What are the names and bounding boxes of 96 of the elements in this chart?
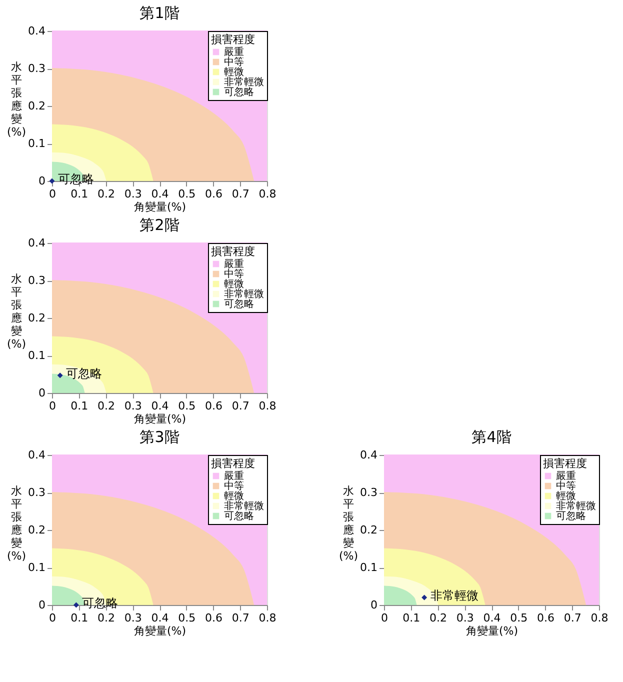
- y-tick-label: 0: [38, 598, 46, 612]
- legend-label: 輕微: [224, 491, 244, 502]
- x-tick-label: 0.1: [70, 612, 88, 624]
- y-tick-label: 0.2: [360, 524, 378, 536]
- x-tick-label: 0.7: [232, 188, 250, 200]
- x-tick-label: 0.3: [124, 188, 142, 200]
- chart-title: 第4階: [472, 428, 512, 446]
- y-tick-label: 0.3: [28, 62, 46, 75]
- legend-label: 嚴重: [224, 470, 244, 482]
- legend-label: 非常輕微: [224, 76, 264, 88]
- legend-label: 中等: [556, 480, 576, 492]
- x-tick-label: 0.4: [151, 400, 169, 412]
- x-tick-label: 0.2: [98, 612, 115, 624]
- legend-title: 損害程度: [211, 33, 255, 46]
- y-tick-label: 0.3: [28, 274, 46, 287]
- legend-label: 輕微: [556, 491, 576, 502]
- x-tick-label: 0.2: [98, 188, 115, 200]
- y-axis-title: 水平張應變(%): [338, 484, 358, 562]
- x-tick-label: 0.7: [564, 612, 582, 624]
- x-axis-title: 角變量(%): [466, 624, 518, 638]
- y-axis-title: 水平張應變(%): [6, 484, 26, 562]
- y-axis-title: 水平張應變(%): [6, 60, 26, 138]
- y-tick-label: 0: [38, 174, 46, 188]
- y-tick-label: 0.4: [28, 236, 46, 250]
- y-tick-label: 0.1: [28, 349, 46, 362]
- y-tick-label: 0.2: [28, 524, 46, 536]
- annotation: 非常輕微: [430, 588, 478, 602]
- legend-label: 輕微: [224, 67, 244, 78]
- x-tick-label: 0.1: [70, 188, 88, 200]
- x-tick-label: 0.8: [258, 400, 276, 412]
- x-tick-label: 0.5: [178, 612, 196, 624]
- x-tick-label: 0: [49, 612, 56, 624]
- x-tick-label: 0.5: [178, 400, 196, 412]
- y-tick-label: 0.4: [28, 24, 46, 38]
- x-axis-title: 角變量(%): [134, 624, 186, 638]
- legend-label: 非常輕微: [224, 500, 264, 512]
- x-tick-label: 0.7: [232, 612, 250, 624]
- x-tick-label: 0.6: [537, 612, 554, 624]
- x-tick-label: 0: [381, 612, 388, 624]
- annotation: 可忽略: [82, 596, 118, 610]
- x-axis-title: 角變量(%): [134, 200, 186, 214]
- legend-title: 損害程度: [211, 245, 255, 258]
- y-tick-label: 0.4: [28, 448, 46, 462]
- chart-title: 第2階: [140, 216, 180, 234]
- x-tick-label: 0.4: [151, 612, 169, 624]
- y-tick-label: 0: [370, 598, 378, 612]
- x-tick-label: 0.7: [232, 400, 250, 412]
- x-tick-label: 0.2: [98, 400, 115, 412]
- legend-label: 可忽略: [224, 510, 254, 522]
- x-tick-label: 0.3: [456, 612, 474, 624]
- x-tick-label: 0.4: [151, 188, 169, 200]
- x-tick-label: 0.8: [258, 612, 276, 624]
- legend-label: 可忽略: [556, 510, 586, 522]
- legend-label: 可忽略: [224, 298, 254, 310]
- y-tick-label: 0.2: [28, 312, 46, 324]
- x-tick-label: 0: [49, 400, 56, 412]
- x-tick-label: 0.2: [430, 612, 447, 624]
- legend-title: 損害程度: [211, 457, 255, 470]
- x-tick-label: 0.1: [402, 612, 420, 624]
- y-axis-title: 水平張應變(%): [6, 272, 26, 350]
- y-tick-label: 0.3: [28, 486, 46, 499]
- chart-title: 第1階: [140, 4, 180, 22]
- y-tick-label: 0.3: [360, 486, 378, 499]
- annotation: 可忽略: [66, 366, 102, 380]
- x-tick-label: 0.6: [205, 612, 222, 624]
- legend-label: 嚴重: [224, 258, 244, 270]
- chart-title: 第3階: [140, 428, 180, 446]
- x-tick-label: 0.5: [178, 188, 196, 200]
- legend-title: 損害程度: [543, 457, 587, 470]
- x-tick-label: 0.4: [483, 612, 501, 624]
- legend-label: 嚴重: [224, 46, 244, 58]
- y-tick-label: 0.1: [28, 561, 46, 574]
- legend-label: 非常輕微: [556, 500, 596, 512]
- legend-label: 中等: [224, 268, 244, 280]
- x-tick-label: 0.5: [510, 612, 528, 624]
- x-tick-label: 0.8: [590, 612, 608, 624]
- y-tick-label: 0.1: [28, 137, 46, 150]
- y-tick-label: 0.2: [28, 100, 46, 112]
- legend-label: 非常輕微: [224, 288, 264, 300]
- x-axis-title: 角變量(%): [134, 412, 186, 426]
- legend-label: 輕微: [224, 279, 244, 290]
- x-tick-label: 0.8: [258, 188, 276, 200]
- legend-label: 嚴重: [556, 470, 576, 482]
- legend-label: 中等: [224, 56, 244, 68]
- x-tick-label: 0.3: [124, 400, 142, 412]
- legend-label: 中等: [224, 480, 244, 492]
- legend-label: 可忽略: [224, 86, 254, 98]
- x-tick-label: 0.6: [205, 400, 222, 412]
- y-tick-label: 0.1: [360, 561, 378, 574]
- y-tick-label: 0.4: [360, 448, 378, 462]
- x-tick-label: 0.1: [70, 400, 88, 412]
- y-tick-label: 0: [38, 386, 46, 400]
- x-tick-label: 0.6: [205, 188, 222, 200]
- annotation: 可忽略: [58, 172, 94, 186]
- x-tick-label: 0: [49, 188, 56, 200]
- x-tick-label: 0.3: [124, 612, 142, 624]
